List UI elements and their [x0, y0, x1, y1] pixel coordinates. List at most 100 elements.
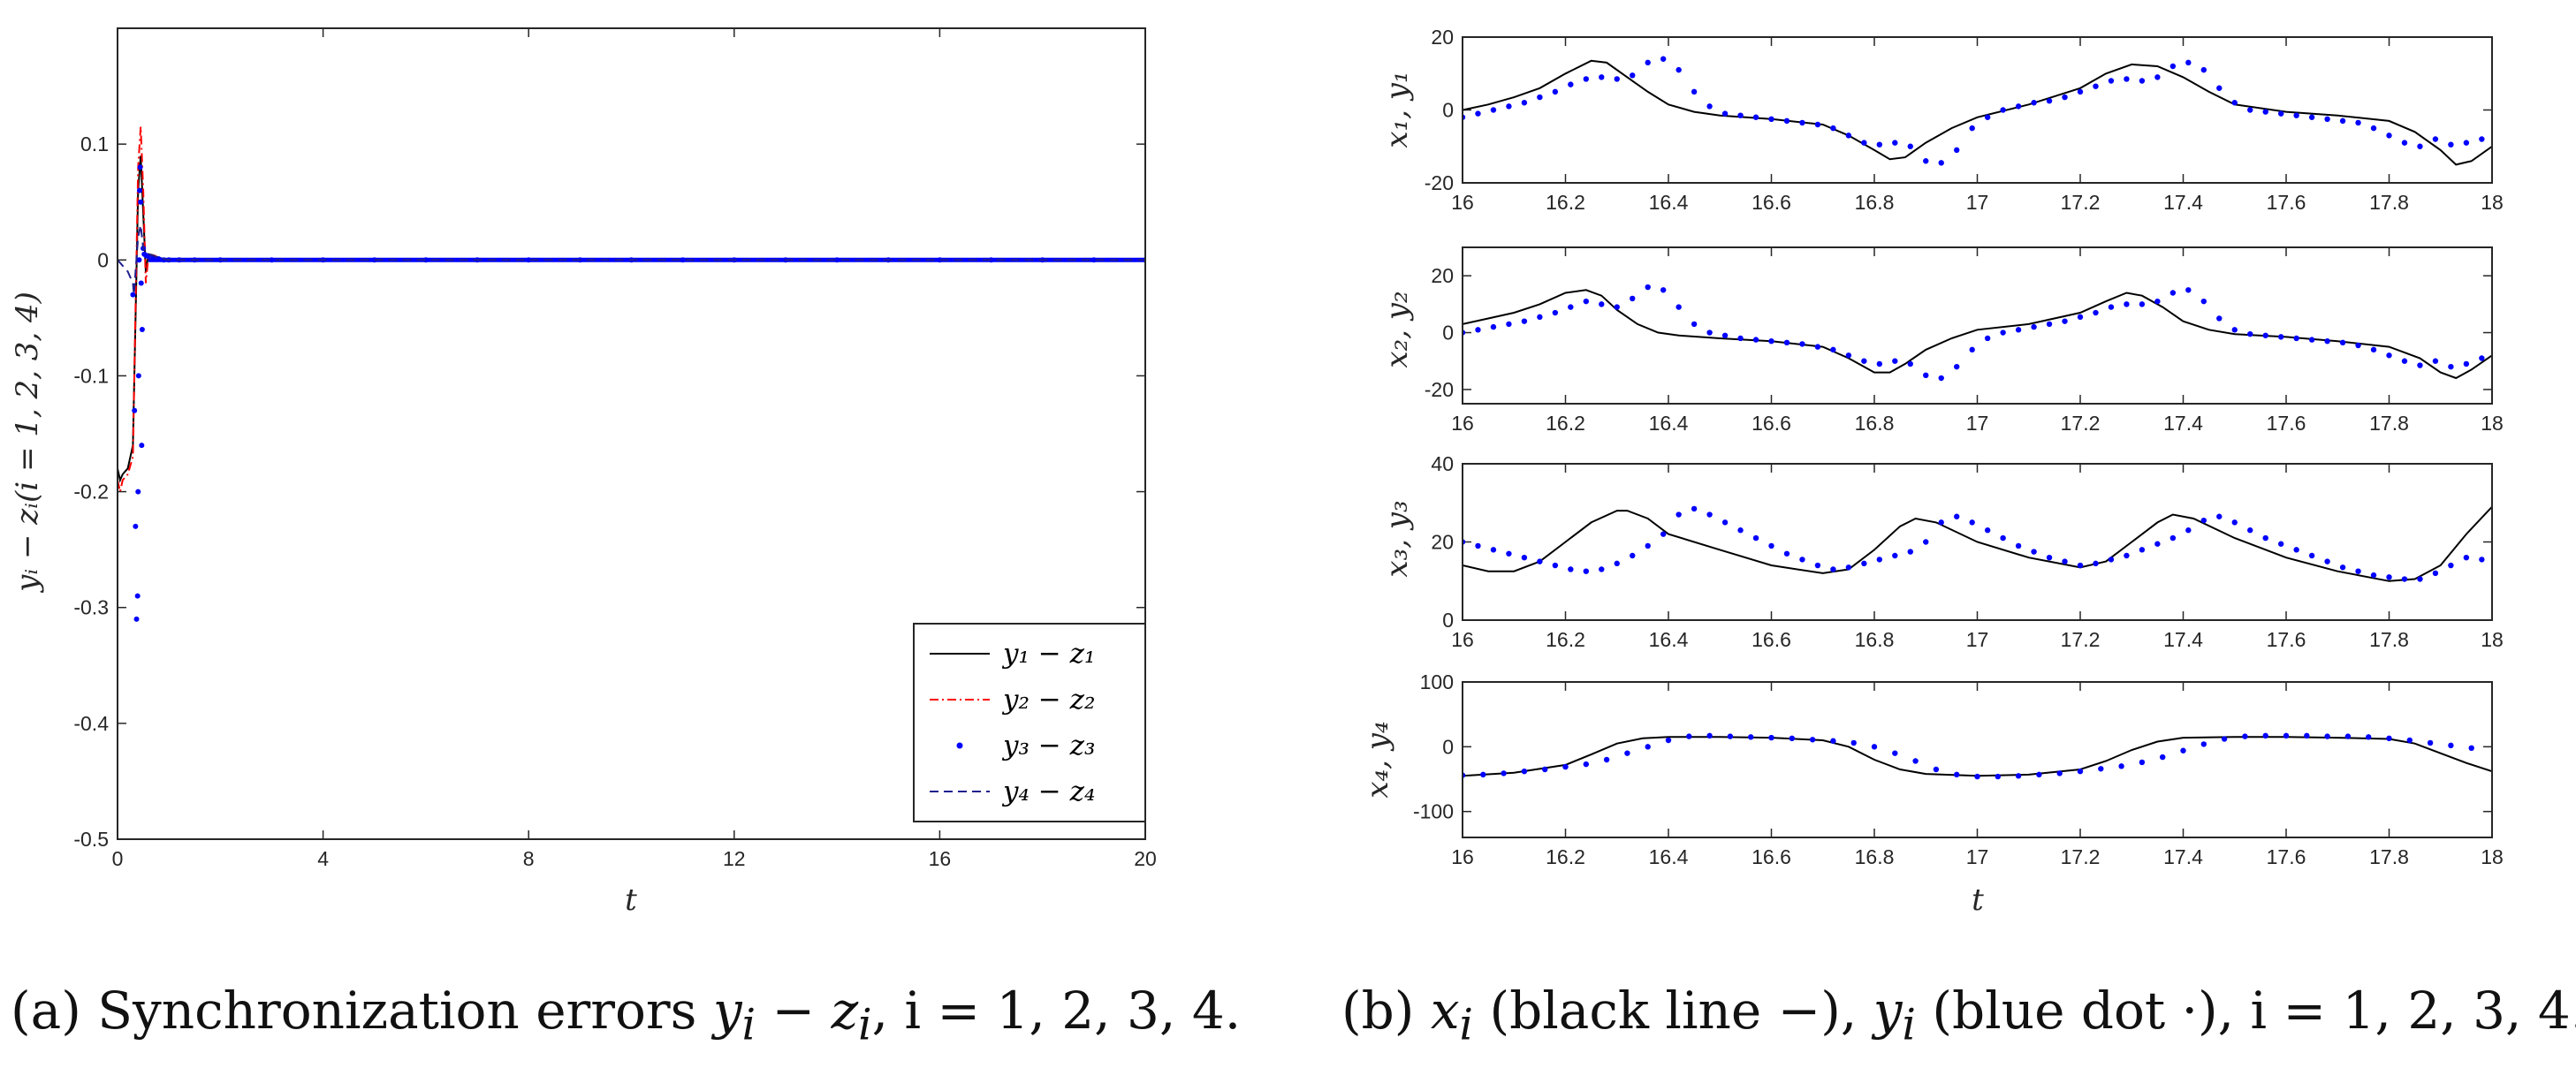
series-y4-point: [1665, 737, 1672, 744]
series-y2-point: [2401, 358, 2408, 364]
series-y1-point: [2479, 136, 2485, 142]
series-y1-point: [1783, 117, 1790, 125]
chart-b4-xtick-label: 17.8: [2369, 845, 2409, 868]
series-y3-z3-point: [133, 616, 140, 622]
series-y4-point: [2056, 770, 2063, 776]
series-y3-point: [2015, 542, 2022, 549]
series-y2-point: [1721, 332, 1729, 338]
series-y3-point: [2108, 557, 2115, 563]
chart-b1-xtick-label: 16.8: [1855, 191, 1895, 214]
chart-b2-xtick-label: 16.8: [1855, 412, 1895, 435]
series-y4-point: [1850, 739, 1857, 746]
chart-b2-xtick-label: 16: [1451, 412, 1474, 435]
series-y3-point: [2463, 555, 2470, 561]
series-y3-point: [2293, 547, 2299, 553]
caption-a-text: Synchronization errors: [97, 981, 697, 1041]
caption-b-y: y: [1873, 981, 1903, 1041]
chart-b1-ytick-label: 20: [1431, 26, 1454, 49]
series-y3-z3-point: [139, 326, 145, 332]
series-y3-z3-point: [135, 489, 141, 495]
series-y3-point: [2432, 570, 2439, 577]
series-y1-point: [1737, 112, 1744, 118]
chart-b1-xtick-label: 17.4: [2163, 191, 2203, 214]
series-y4-point: [2448, 742, 2454, 749]
series-y1-point: [2293, 112, 2299, 118]
series-y3-point: [1845, 564, 1852, 571]
series-y1-point: [1845, 133, 1852, 139]
series-y3-z3-point: [135, 373, 141, 379]
series-y3-point: [1737, 527, 1744, 534]
series-y2-point: [2355, 342, 2361, 349]
chart-a-series: [118, 126, 1145, 622]
chart-b3-xtick-label: 17.2: [2061, 628, 2101, 651]
chart-b4: 16 16.2 16.4 16.6 16.8 17 17.2 17.4 17.6 17.8 18 -1…: [1360, 670, 2504, 918]
series-y4-point: [1542, 766, 1548, 773]
series-y1-point: [1645, 59, 1651, 66]
chart-b4-plot-area: 16 16.2 16.4 16.6 16.8 17 17.2 17.4 17.6 17.8 18 -1…: [1413, 670, 2504, 868]
caption-b-sub2: i: [1902, 1000, 1916, 1050]
series-y1-point: [1660, 56, 1667, 62]
series-y3-point: [2339, 564, 2346, 571]
series-y1-point: [2139, 78, 2146, 84]
chart-b2-xtick-label: 16.2: [1546, 412, 1585, 435]
series-y2-point: [1768, 338, 1774, 345]
series-y1-point: [1630, 72, 1636, 79]
series-y3-point: [2479, 557, 2485, 563]
series-y3-point: [2031, 549, 2037, 555]
series-y2-point: [1861, 358, 1867, 364]
chart-b1-ylabel: x₁, y₁: [1379, 71, 1415, 148]
chart-b3-xtick-label: 16.2: [1546, 628, 1585, 651]
series-y4-point: [2160, 754, 2166, 761]
series-y1-point: [1691, 88, 1698, 95]
series-y3-z3-point: [133, 523, 139, 529]
chart-a-ytick-label: 0.1: [80, 133, 109, 155]
series-y3-point: [1568, 566, 1574, 572]
series-y2-point: [2479, 355, 2485, 361]
series-y2-point: [2154, 298, 2161, 305]
series-x1-line: [1463, 59, 2492, 166]
series-y4-point: [1624, 750, 1630, 756]
chart-b3-ytick-label: 20: [1431, 531, 1454, 554]
series-y1-point: [1876, 141, 1883, 148]
series-y2-point: [1737, 335, 1744, 342]
chart-b2-xtick-label: 16.4: [1649, 412, 1689, 435]
caption-a-sub: i: [741, 1000, 756, 1050]
series-y2-point: [1645, 284, 1651, 291]
caption-a-label: (a): [11, 981, 81, 1041]
chart-b3-ytick-label: 40: [1431, 452, 1454, 475]
chart-b4-xlabel: t: [1972, 882, 1984, 918]
series-y2-point: [2139, 301, 2146, 307]
series-y2-point: [2216, 315, 2223, 322]
series-y1-point: [1861, 140, 1867, 146]
chart-b4-background: [1463, 682, 2492, 837]
chart-b4-xtick-label: 17: [1966, 845, 1989, 868]
chart-b4-xtick-label: 16.2: [1546, 845, 1585, 868]
chart-b1-xtick-label: 17.6: [2267, 191, 2306, 214]
series-y3-z3-point: [138, 280, 144, 286]
chart-b1-xtick-label: 16.2: [1546, 191, 1585, 214]
series-y1-point: [2124, 76, 2130, 82]
chart-b4-xtick-label: 16: [1451, 845, 1474, 868]
series-y3-z3-point: [139, 443, 145, 449]
series-y4-point: [1501, 770, 1507, 776]
series-y4-z4-line: [118, 224, 1145, 295]
series-y2-point: [1969, 346, 1975, 353]
series-y3-point: [2247, 527, 2253, 534]
series-y1-point: [2216, 85, 2223, 91]
series-y4-point: [1686, 733, 1692, 739]
series-y2-point: [1676, 304, 1682, 310]
series-y4-point: [1871, 744, 1878, 750]
series-y4-point: [2262, 732, 2268, 739]
series-y1-point: [2046, 97, 2053, 104]
chart-a-ytick-label: -0.4: [73, 712, 109, 735]
chart-b2-ytick-label: 0: [1442, 322, 1454, 345]
series-y1-point: [2185, 59, 2192, 66]
series-y4-point: [1954, 771, 1960, 778]
series-y1-point: [1552, 88, 1559, 95]
series-y2-point: [1552, 309, 1559, 316]
chart-b3-xtick-label: 17.4: [2163, 628, 2203, 651]
chart-b1-xtick-label: 16.6: [1752, 191, 1791, 214]
series-y2-point: [1876, 360, 1883, 367]
series-y3-point: [1552, 562, 1559, 569]
series-y3-point: [2185, 527, 2192, 534]
